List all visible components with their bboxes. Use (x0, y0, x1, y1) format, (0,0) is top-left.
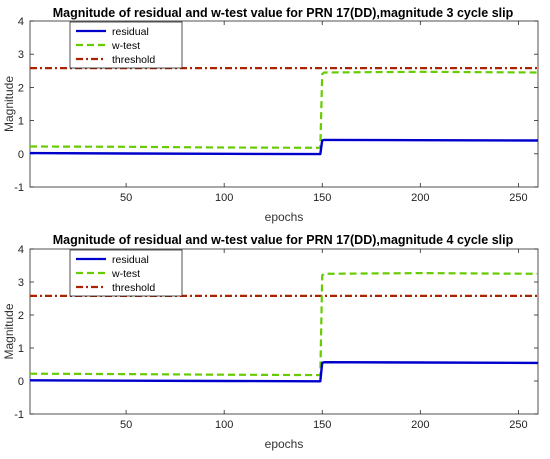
x-axis-label: epochs (265, 437, 304, 451)
x-tick-label: 100 (215, 192, 233, 204)
y-tick-label: 0 (18, 149, 24, 161)
series-line-w-test (29, 70, 539, 149)
series-line-residual (29, 138, 539, 156)
x-tick-label: 50 (120, 192, 132, 204)
legend-label: w-test (111, 40, 140, 52)
y-axis-label: Magnitude (2, 76, 16, 132)
y-tick-label: 1 (18, 343, 24, 355)
y-tick-label: 3 (18, 49, 24, 61)
legend-label: w-test (111, 268, 140, 280)
x-tick-label: 150 (313, 419, 331, 431)
chart-panel-1: Magnitude of residual and w-test value f… (2, 6, 539, 224)
x-tick-label: 250 (509, 192, 527, 204)
x-axis-label: epochs (265, 210, 304, 224)
y-tick-label: 2 (18, 82, 24, 94)
legend-label: threshold (112, 54, 155, 66)
chart-title: Magnitude of residual and w-test value f… (53, 6, 514, 20)
series-line-w-test (29, 272, 539, 377)
legend-label: threshold (112, 282, 155, 294)
plot-area (29, 248, 539, 415)
y-tick-label: 4 (18, 244, 24, 256)
y-tick-label: 3 (18, 277, 24, 289)
chart-panel-2: Magnitude of residual and w-test value f… (2, 233, 539, 451)
x-tick-label: 50 (120, 419, 132, 431)
y-tick-label: 2 (18, 310, 24, 322)
x-tick-label: 200 (411, 192, 429, 204)
x-tick-label: 250 (509, 419, 527, 431)
y-tick-label: 1 (18, 116, 24, 128)
series-line-residual (29, 361, 539, 383)
legend-label: residual (112, 26, 149, 38)
x-tick-label: 100 (215, 419, 233, 431)
y-axis-label: Magnitude (2, 303, 16, 359)
y-tick-label: 0 (18, 376, 24, 388)
y-tick-label: -1 (14, 182, 24, 194)
chart-title: Magnitude of residual and w-test value f… (53, 233, 514, 247)
x-tick-label: 150 (313, 192, 331, 204)
x-tick-label: 200 (411, 419, 429, 431)
y-tick-label: 4 (18, 16, 24, 28)
legend-label: residual (112, 254, 149, 266)
y-tick-label: -1 (14, 409, 24, 421)
